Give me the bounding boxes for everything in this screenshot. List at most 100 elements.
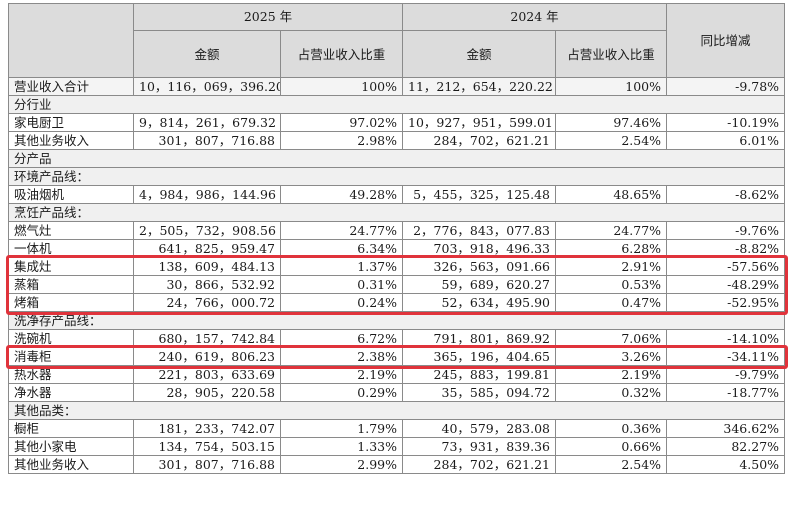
share-2024-cell: 2.91%	[555, 257, 668, 276]
share-2024-cell: 0.32%	[555, 383, 668, 402]
amount-2025-cell: 4，984，986，144.96	[133, 185, 281, 204]
yoy-change-cell: -18.77%	[666, 383, 786, 402]
share-2025-cell: 1.79%	[279, 419, 404, 438]
amount-2025-cell: 641，825，959.47	[133, 239, 281, 258]
yoy-change-cell: -14.10%	[666, 329, 786, 348]
yoy-change-cell: -9.79%	[666, 365, 786, 384]
amount-2024-cell: 10，927，951，599.01	[402, 113, 557, 132]
amount-2024-cell: 284，702，621.21	[402, 131, 557, 150]
share-2024-cell: 0.53%	[555, 275, 668, 294]
row-label: 其他业务收入	[8, 455, 134, 474]
yoy-change-cell: -48.29%	[666, 275, 786, 294]
table-row: 烤箱 24，766，000.72 0.24% 52，634，495.90 0.47% -5…	[8, 293, 786, 312]
section-row: 环境产品线：	[7, 167, 786, 186]
share-2024-cell: 2.54%	[555, 131, 668, 150]
header-yoy-change: 同比增减	[666, 3, 786, 78]
revenue-breakdown-table: 2025 年 2024 年 同比增减 金额 占营业收入比重 金额 占营业收入比重…	[7, 3, 786, 474]
row-label: 集成灶	[8, 257, 134, 276]
table-row: 净水器 28，905，220.58 0.29% 35，585，094.72 0.32% -…	[8, 383, 786, 402]
row-label: 环境产品线：	[7, 167, 786, 186]
row-label: 蒸箱	[8, 275, 134, 294]
amount-2024-cell: 791，801，869.92	[402, 329, 557, 348]
table-row: 营业收入合计 10，116，069，396.20 100% 11，212，654，22…	[8, 77, 786, 96]
table-row: 吸油烟机 4，984，986，144.96 49.28% 5，455，325，125.…	[8, 185, 786, 204]
row-label: 家电厨卫	[8, 113, 134, 132]
row-label: 分行业	[7, 95, 786, 114]
row-label: 吸油烟机	[8, 185, 134, 204]
amount-2025-cell: 10，116，069，396.20	[133, 77, 281, 96]
amount-2025-cell: 680，157，742.84	[133, 329, 281, 348]
header-amount-2024: 金额	[402, 30, 557, 78]
amount-2024-cell: 245，883，199.81	[402, 365, 557, 384]
amount-2025-cell: 301，807，716.88	[133, 131, 281, 150]
section-row: 分产品	[7, 149, 786, 168]
share-2024-cell: 2.19%	[555, 365, 668, 384]
share-2025-cell: 6.34%	[279, 239, 404, 258]
amount-2024-cell: 5，455，325，125.48	[402, 185, 557, 204]
table-row: 洗碗机 680，157，742.84 6.72% 791，801，869.92 7.06…	[8, 329, 786, 348]
share-2025-cell: 2.38%	[279, 347, 404, 366]
row-label: 其他小家电	[8, 437, 134, 456]
amount-2025-cell: 30，866，532.92	[133, 275, 281, 294]
yoy-change-cell: -34.11%	[666, 347, 786, 366]
yoy-change-cell: -57.56%	[666, 257, 786, 276]
header-share-2024: 占营业收入比重	[555, 30, 668, 78]
share-2024-cell: 0.47%	[555, 293, 668, 312]
row-label: 烹饪产品线：	[7, 203, 786, 222]
share-2024-cell: 2.54%	[555, 455, 668, 474]
amount-2024-cell: 326，563，091.66	[402, 257, 557, 276]
yoy-change-cell: -8.82%	[666, 239, 786, 258]
row-label: 营业收入合计	[8, 77, 134, 96]
amount-2025-cell: 181，233，742.07	[133, 419, 281, 438]
section-row: 其他品类：	[7, 401, 786, 420]
header-year-2024: 2024 年	[402, 3, 668, 31]
table-row: 热水器 221，803，633.69 2.19% 245，883，199.81 2.19…	[8, 365, 786, 384]
amount-2025-cell: 301，807，716.88	[133, 455, 281, 474]
row-label: 洗碗机	[8, 329, 134, 348]
amount-2025-cell: 240，619，806.23	[133, 347, 281, 366]
amount-2024-cell: 11，212，654，220.22	[402, 77, 557, 96]
section-row: 烹饪产品线：	[7, 203, 786, 222]
share-2025-cell: 2.98%	[279, 131, 404, 150]
amount-2025-cell: 138，609，484.13	[133, 257, 281, 276]
yoy-change-cell: -52.95%	[666, 293, 786, 312]
table-row: 蒸箱 30，866，532.92 0.31% 59，689，620.27 0.53% -4…	[8, 275, 786, 294]
table-row: 其他业务收入 301，807，716.88 2.99% 284，702，621.21 2…	[8, 455, 786, 474]
amount-2025-cell: 221，803，633.69	[133, 365, 281, 384]
yoy-change-cell: 4.50%	[666, 455, 786, 474]
share-2024-cell: 24.77%	[555, 221, 668, 240]
share-2025-cell: 2.19%	[279, 365, 404, 384]
amount-2025-cell: 134，754，503.15	[133, 437, 281, 456]
amount-2025-cell: 24，766，000.72	[133, 293, 281, 312]
yoy-change-cell: -8.62%	[666, 185, 786, 204]
amount-2025-cell: 9，814，261，679.32	[133, 113, 281, 132]
amount-2024-cell: 35，585，094.72	[402, 383, 557, 402]
yoy-change-cell: 82.27%	[666, 437, 786, 456]
table-row: 集成灶 138，609，484.13 1.37% 326，563，091.66 2.91…	[8, 257, 786, 276]
row-label: 橱柜	[8, 419, 134, 438]
row-label: 燃气灶	[8, 221, 134, 240]
table-body: 营业收入合计 10，116，069，396.20 100% 11，212，654，22…	[7, 77, 786, 474]
section-row: 洗净存产品线：	[7, 311, 786, 330]
header-blank-cell	[8, 3, 134, 78]
share-2024-cell: 0.66%	[555, 437, 668, 456]
row-label: 分产品	[7, 149, 786, 168]
amount-2024-cell: 59，689，620.27	[402, 275, 557, 294]
row-label: 洗净存产品线：	[7, 311, 786, 330]
yoy-change-cell: -9.78%	[666, 77, 786, 96]
table-row: 消毒柜 240，619，806.23 2.38% 365，196，404.65 3.26…	[8, 347, 786, 366]
table-row: 其他业务收入 301，807，716.88 2.98% 284，702，621.21 2…	[8, 131, 786, 150]
yoy-change-cell: 346.62%	[666, 419, 786, 438]
share-2024-cell: 3.26%	[555, 347, 668, 366]
amount-2024-cell: 40，579，283.08	[402, 419, 557, 438]
share-2025-cell: 100%	[279, 77, 404, 96]
share-2025-cell: 0.31%	[279, 275, 404, 294]
share-2025-cell: 49.28%	[279, 185, 404, 204]
share-2025-cell: 6.72%	[279, 329, 404, 348]
table-row: 橱柜 181，233，742.07 1.79% 40，579，283.08 0.36% 3…	[8, 419, 786, 438]
share-2025-cell: 1.33%	[279, 437, 404, 456]
share-2025-cell: 0.24%	[279, 293, 404, 312]
row-label: 净水器	[8, 383, 134, 402]
yoy-change-cell: 6.01%	[666, 131, 786, 150]
share-2025-cell: 0.29%	[279, 383, 404, 402]
